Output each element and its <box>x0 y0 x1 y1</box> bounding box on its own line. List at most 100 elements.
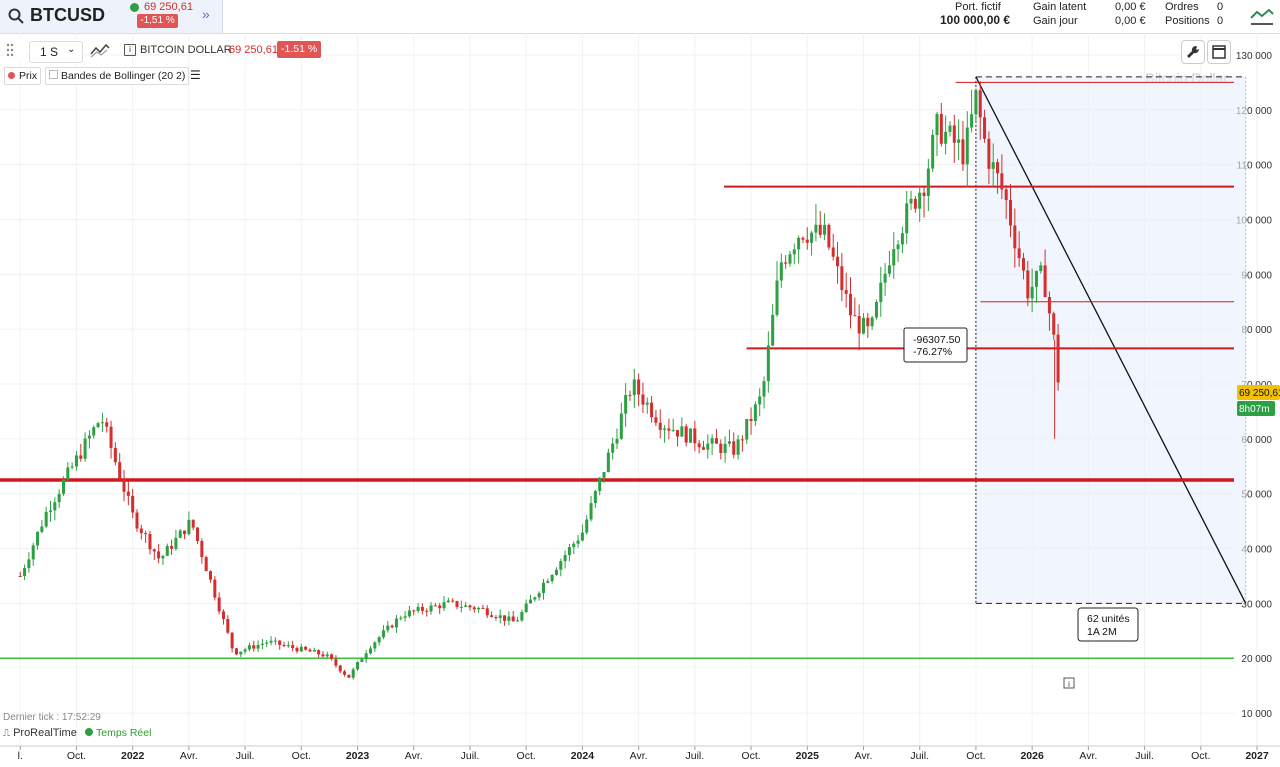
candle-body <box>74 455 78 467</box>
candle-body <box>256 644 260 649</box>
candle-body <box>546 581 550 583</box>
legend-bollinger[interactable]: Bandes de Bollinger (20 2) <box>45 67 190 85</box>
window-icon[interactable] <box>1207 40 1231 64</box>
candle-body <box>221 611 225 620</box>
info-box-icon[interactable] <box>1063 677 1075 689</box>
candle-body <box>53 502 57 511</box>
candle-body <box>433 605 437 607</box>
candle-body <box>745 418 749 440</box>
indicator-icon[interactable] <box>89 40 111 62</box>
candle-body <box>490 615 494 617</box>
chevron-right-icon[interactable]: » <box>202 6 210 22</box>
x-tick-label: Avr. <box>1079 750 1097 762</box>
search-icon[interactable] <box>8 8 24 24</box>
app-logo-icon[interactable] <box>1249 4 1275 28</box>
candle-body <box>1043 265 1047 297</box>
candle-body <box>278 640 282 646</box>
instrument-price: 69 250,61 <box>229 44 278 56</box>
positions-label[interactable]: Positions <box>1165 15 1210 27</box>
chart-area[interactable]: l. Oct. 2022 Avr. Juil. Oct. 2023 Avr. Juil. Oct.… <box>0 33 1280 767</box>
candle-body <box>887 265 891 274</box>
symbol-box[interactable]: BTCUSD 69 250,61 -1,51 % » <box>0 0 223 33</box>
candle-body <box>286 645 290 647</box>
candle-body <box>931 135 935 169</box>
candle-body <box>420 606 424 611</box>
candle-body <box>611 443 615 453</box>
measure-text-2: -76.27% <box>913 346 952 358</box>
units-text-1: 62 unités <box>1087 613 1130 625</box>
candle-body <box>844 290 848 294</box>
legend-prix[interactable]: Prix <box>4 67 42 85</box>
candle-body <box>92 427 96 436</box>
candle-body <box>922 192 926 196</box>
candle-body <box>330 654 334 660</box>
candle-body <box>749 418 753 422</box>
candle-body <box>100 422 104 424</box>
candle-body <box>31 545 35 560</box>
candle-body <box>814 224 818 233</box>
candle-body <box>615 438 619 444</box>
legend-bollinger-label: Bandes de Bollinger (20 2) <box>61 70 186 82</box>
candle-body <box>1047 296 1051 314</box>
candle-body <box>550 574 554 582</box>
candle-body <box>148 533 152 550</box>
candle-body <box>347 674 351 678</box>
candle-body <box>170 545 174 549</box>
candle-body <box>632 379 636 396</box>
candle-body <box>131 495 135 513</box>
gain-latent-label: Gain latent <box>1033 1 1087 13</box>
candle-body <box>658 422 662 430</box>
list-icon[interactable]: ☰ <box>190 68 201 82</box>
symbol-name[interactable]: BTCUSD <box>30 5 105 25</box>
x-tick-label: Juil. <box>685 750 704 762</box>
ordres-value: 0 <box>1217 1 1224 13</box>
candle-body <box>455 601 459 608</box>
candle-body <box>926 168 930 196</box>
x-tick-label: Avr. <box>855 750 873 762</box>
ordres-label[interactable]: Ordres <box>1165 1 1199 13</box>
candle-body <box>442 602 446 609</box>
candle-body <box>399 617 403 619</box>
candle-body <box>606 452 610 473</box>
candle-body <box>736 439 740 455</box>
candle-body <box>624 395 628 414</box>
candle-body <box>684 426 688 443</box>
candle-body <box>654 417 658 423</box>
wrench-icon[interactable] <box>1181 40 1205 64</box>
info-icon[interactable]: i <box>124 44 136 56</box>
candle-body <box>70 466 74 468</box>
candle-body <box>57 493 61 503</box>
candle-body <box>831 247 835 257</box>
y-tick-label: 40 000 <box>1241 545 1272 556</box>
positions-value: 0 <box>1217 15 1224 27</box>
candle-body <box>598 477 602 492</box>
candle-body <box>113 447 117 463</box>
candle-body <box>351 669 355 678</box>
candle-body <box>952 125 956 143</box>
candle-body <box>451 600 455 602</box>
candle-body <box>641 394 645 405</box>
candle-body <box>978 90 982 118</box>
timeframe-select[interactable]: 1 S ⌄ <box>29 41 83 63</box>
candle-body <box>472 607 476 610</box>
price-chart[interactable]: l. Oct. 2022 Avr. Juil. Oct. 2023 Avr. Juil. Oct.… <box>0 33 1280 767</box>
candle-body <box>96 423 100 428</box>
candle-body <box>688 428 693 443</box>
candle-body <box>645 402 649 405</box>
header-change-badge: -1,51 % <box>137 14 178 28</box>
candle-body <box>66 467 70 480</box>
candle-body <box>494 616 498 619</box>
candle-body <box>805 239 809 243</box>
candle-body <box>697 443 701 448</box>
candle-body <box>563 555 567 562</box>
y-tick-label: 90 000 <box>1241 270 1272 281</box>
candle-body <box>671 430 675 432</box>
y-tick-label: 120 000 <box>1236 106 1273 117</box>
drag-handle-icon[interactable] <box>5 40 27 62</box>
candle-body <box>364 653 368 660</box>
candle-body <box>572 543 576 548</box>
trend-line[interactable] <box>975 76 1247 604</box>
measure-text-1: -96307.50 <box>913 334 960 346</box>
candle-body <box>317 650 321 655</box>
candle-body <box>714 438 718 444</box>
